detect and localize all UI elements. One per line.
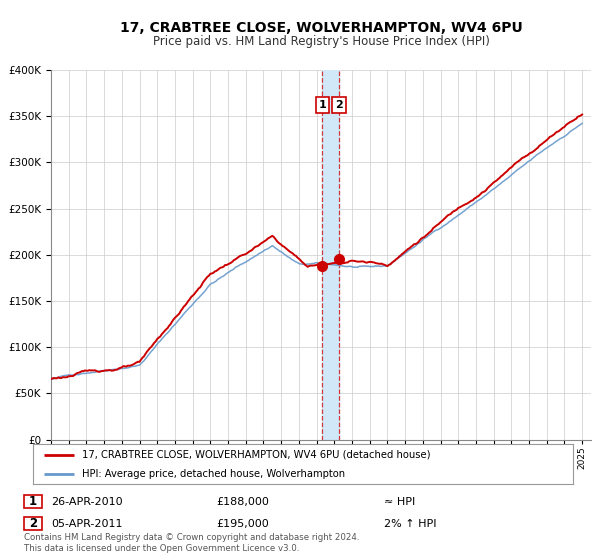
- Text: 2: 2: [29, 517, 37, 530]
- Text: 2% ↑ HPI: 2% ↑ HPI: [384, 519, 437, 529]
- Text: 26-APR-2010: 26-APR-2010: [51, 497, 122, 507]
- Text: HPI: Average price, detached house, Wolverhampton: HPI: Average price, detached house, Wolv…: [82, 469, 345, 479]
- Text: 2: 2: [335, 100, 343, 110]
- Text: 17, CRABTREE CLOSE, WOLVERHAMPTON, WV4 6PU: 17, CRABTREE CLOSE, WOLVERHAMPTON, WV4 6…: [119, 21, 523, 35]
- Text: Price paid vs. HM Land Registry's House Price Index (HPI): Price paid vs. HM Land Registry's House …: [152, 35, 490, 48]
- Text: 17, CRABTREE CLOSE, WOLVERHAMPTON, WV4 6PU (detached house): 17, CRABTREE CLOSE, WOLVERHAMPTON, WV4 6…: [82, 450, 430, 460]
- Bar: [322, 70, 339, 440]
- Text: ≈ HPI: ≈ HPI: [384, 497, 415, 507]
- Text: Contains HM Land Registry data © Crown copyright and database right 2024.
This d: Contains HM Land Registry data © Crown c…: [24, 533, 359, 553]
- Text: £195,000: £195,000: [216, 519, 269, 529]
- Text: £188,000: £188,000: [216, 497, 269, 507]
- Text: 1: 1: [29, 495, 37, 508]
- Text: 05-APR-2011: 05-APR-2011: [51, 519, 122, 529]
- Text: 1: 1: [319, 100, 326, 110]
